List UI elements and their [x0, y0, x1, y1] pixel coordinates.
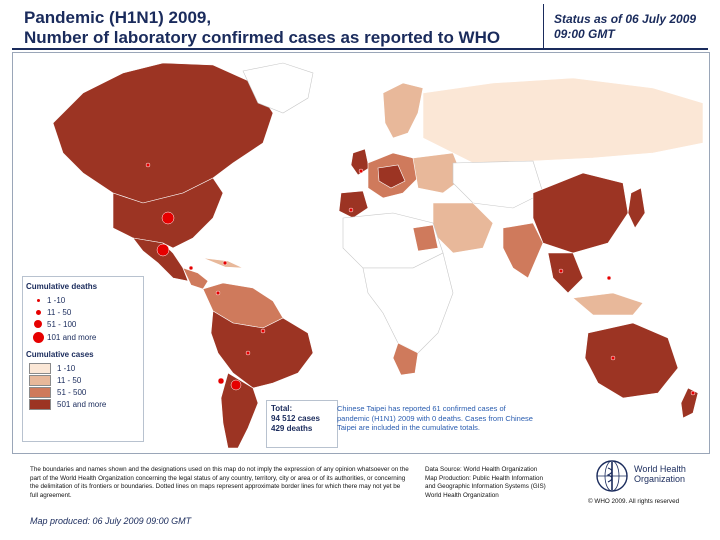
death-marker-australia	[610, 355, 616, 361]
deaths-legend-label: 1 -10	[47, 295, 66, 305]
death-marker-caribbean	[222, 260, 228, 266]
brazil-peru-bolivia[interactable]	[210, 310, 314, 389]
death-symbol-xlarge	[32, 331, 44, 343]
central-america[interactable]	[182, 267, 209, 290]
iberia[interactable]	[338, 190, 369, 219]
map-title: Pandemic (H1N1) 2009, Number of laborato…	[24, 8, 500, 48]
india[interactable]	[502, 222, 544, 279]
death-symbol-small	[36, 298, 40, 302]
title-line-1: Pandemic (H1N1) 2009,	[24, 8, 212, 27]
southeast-asia[interactable]	[547, 252, 584, 294]
death-marker-brazil	[260, 328, 266, 334]
death-marker-paraguay	[245, 350, 251, 356]
map-legend: Cumulative deaths 1 -10 11 - 50 51 - 100…	[22, 276, 144, 442]
cases-legend-label: 11 - 50	[57, 375, 82, 385]
indonesia-philippines[interactable]	[572, 292, 644, 316]
disclaimer-text: The boundaries and names shown and the d…	[30, 466, 409, 499]
china[interactable]	[532, 172, 629, 254]
middle-east[interactable]	[432, 202, 494, 254]
who-wordmark: World Health Organization	[634, 464, 686, 484]
russia[interactable]	[422, 77, 704, 164]
totals-deaths: 429 deaths	[271, 424, 313, 433]
scandinavia[interactable]	[382, 82, 424, 139]
death-symbol-large	[34, 320, 42, 328]
status-time: 09:00 GMT	[554, 27, 615, 41]
data-source-line: Data Source: World Health Organization	[425, 466, 538, 473]
eastern-europe[interactable]	[412, 152, 464, 194]
death-marker-central-america	[188, 265, 194, 271]
canada[interactable]	[52, 62, 274, 204]
data-source-block: Data Source: World Health Organization M…	[425, 466, 585, 500]
status-block: Status as of 06 July 2009 09:00 GMT	[554, 12, 696, 42]
death-marker-argentina	[230, 379, 242, 391]
death-marker-canada	[145, 162, 151, 168]
who-name-line-1: World Health	[634, 464, 686, 474]
death-marker-thailand	[558, 268, 564, 274]
australia[interactable]	[584, 322, 679, 399]
map-produced-date: Map produced: 06 July 2009 09:00 GMT	[30, 516, 192, 526]
deaths-legend-label: 101 and more	[47, 332, 97, 342]
death-marker-usa	[161, 211, 175, 225]
uk[interactable]	[350, 148, 370, 176]
japan[interactable]	[627, 187, 646, 229]
data-source-line: Map Production: Public Health Informatio…	[425, 474, 543, 482]
death-marker-colombia	[215, 290, 221, 296]
deaths-legend-title: Cumulative deaths	[26, 282, 98, 291]
cases-legend-title: Cumulative cases	[26, 350, 94, 359]
deaths-legend-row: 1 -10	[29, 294, 143, 306]
deaths-legend-label: 11 - 50	[47, 307, 72, 317]
egypt[interactable]	[412, 224, 439, 252]
cases-swatch	[29, 398, 51, 410]
data-source-line: World Health Organization	[425, 491, 499, 499]
totals-label: Total:	[271, 404, 293, 413]
status-date: Status as of 06 July 2009	[554, 12, 697, 26]
cases-legend-row: 1 -10	[29, 362, 143, 374]
death-marker-philippines	[606, 275, 612, 281]
cases-legend-label: 51 - 500	[57, 387, 87, 397]
deaths-legend-label: 51 - 100	[47, 319, 77, 329]
central-asia[interactable]	[452, 160, 544, 209]
cases-swatch	[29, 362, 51, 374]
cases-swatch	[29, 374, 51, 386]
who-emblem-icon	[596, 460, 628, 492]
cases-legend-row: 51 - 500	[29, 386, 143, 398]
greenland[interactable]	[242, 62, 314, 114]
argentina-chile[interactable]	[220, 372, 259, 449]
cases-legend-label: 1 -10	[57, 363, 76, 373]
deaths-legend-row: 101 and more	[29, 330, 143, 344]
header-rule	[12, 48, 708, 50]
death-symbol-medium	[35, 309, 41, 315]
cases-legend-row: 501 and more	[29, 398, 143, 410]
death-marker-new-zealand	[690, 390, 696, 396]
copyright-text: © WHO 2009. All rights reserved	[588, 498, 680, 505]
deaths-legend-row: 51 - 100	[29, 318, 143, 330]
chinese-taipei-note: Chinese Taipei has reported 61 confirmed…	[337, 404, 533, 432]
death-marker-mexico	[156, 243, 170, 257]
data-source-line: and Geographic Information Systems (GIS)	[425, 483, 546, 491]
title-line-2: Number of laboratory confirmed cases as …	[24, 28, 501, 47]
death-marker-spain	[348, 207, 354, 213]
who-name-line-2: Organization	[634, 474, 686, 484]
totals-box: Total: 94 512 cases 429 deaths	[266, 400, 338, 448]
sub-saharan-africa[interactable]	[362, 252, 454, 354]
world-map-svg	[52, 62, 704, 449]
cases-legend-row: 11 - 50	[29, 374, 143, 386]
south-africa[interactable]	[392, 342, 419, 376]
header-divider	[543, 4, 544, 48]
germany-region[interactable]	[377, 164, 406, 189]
totals-cases: 94 512 cases	[271, 414, 320, 423]
cases-swatch	[29, 386, 51, 398]
death-marker-uk	[358, 168, 364, 174]
cases-legend-label: 501 and more	[57, 399, 107, 409]
deaths-legend-row: 11 - 50	[29, 306, 143, 318]
new-zealand[interactable]	[680, 387, 699, 419]
death-marker-chile	[217, 377, 225, 385]
